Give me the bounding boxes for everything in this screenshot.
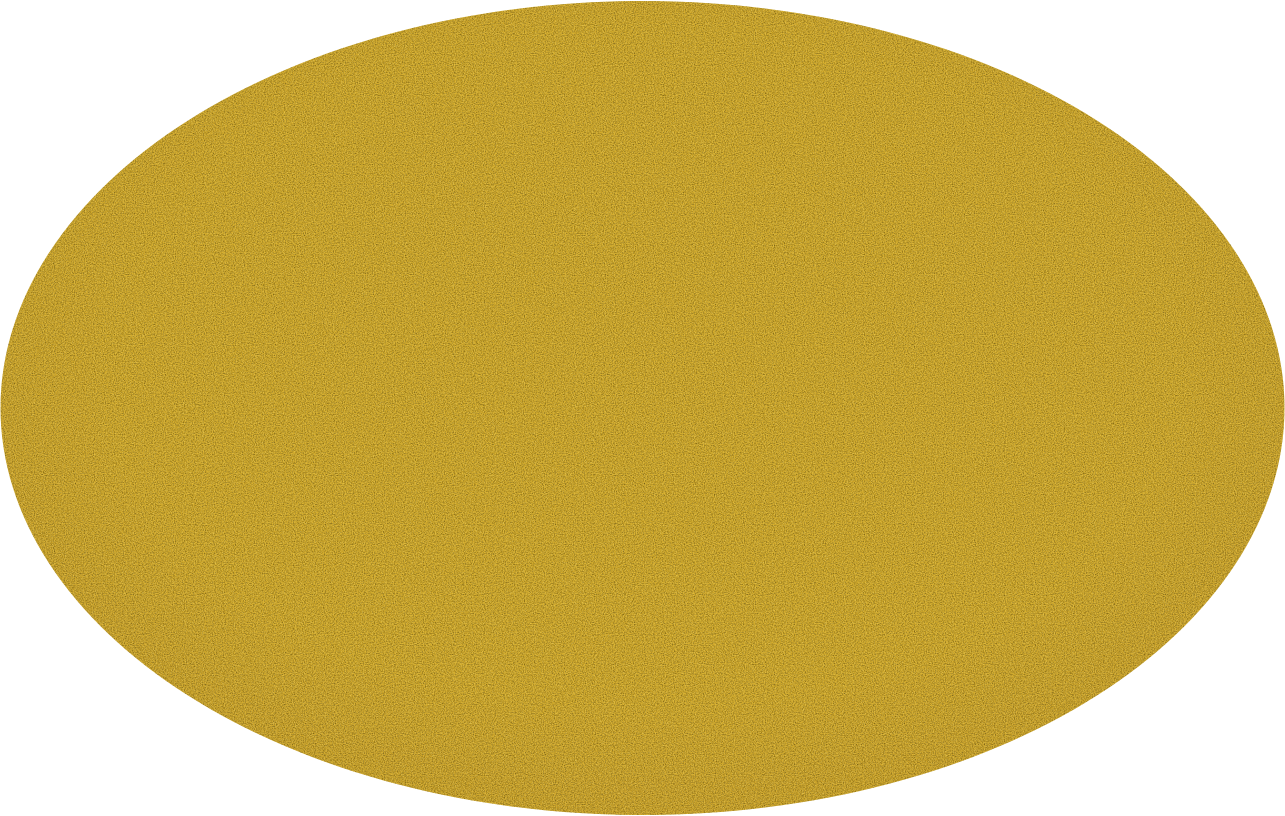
disc-sparkle — [0, 1, 1285, 815]
canvas — [0, 0, 1285, 816]
gold-oval-disc — [0, 1, 1285, 815]
